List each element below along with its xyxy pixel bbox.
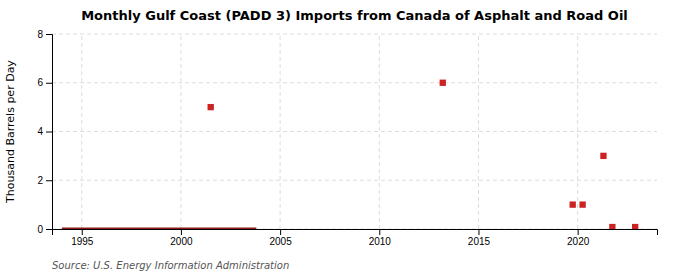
x-axis: 1995 2000 2005 2010 2015 2020 bbox=[53, 229, 658, 247]
title: Monthly Gulf Coast (PADD 3) Imports from… bbox=[81, 8, 628, 23]
tick-label: 1995 bbox=[71, 236, 94, 247]
tick: 2 bbox=[37, 175, 52, 186]
tick: 2010 bbox=[369, 229, 392, 247]
grid-line-y bbox=[52, 131, 657, 132]
tick: 4 bbox=[37, 126, 52, 137]
tick: 6 bbox=[37, 77, 52, 88]
tick: 2015 bbox=[468, 229, 491, 247]
tick-label: 2020 bbox=[567, 236, 590, 247]
tick-mark bbox=[379, 229, 380, 235]
tick: 2000 bbox=[170, 229, 193, 247]
tick-label: 8 bbox=[37, 29, 43, 40]
tick-label: 2005 bbox=[269, 236, 292, 247]
tick-label: 6 bbox=[37, 77, 43, 88]
point bbox=[570, 201, 576, 207]
tick-mark bbox=[578, 229, 579, 235]
axis-line bbox=[53, 230, 658, 236]
line bbox=[62, 228, 256, 230]
tick-mark bbox=[478, 229, 479, 235]
grid-line-x bbox=[478, 34, 479, 229]
tick-mark bbox=[82, 229, 83, 235]
grid-line-y bbox=[52, 34, 657, 35]
grid bbox=[52, 34, 657, 229]
y-axis: 0 2 4 6 8 bbox=[37, 29, 52, 235]
point bbox=[579, 201, 585, 207]
tick-mark bbox=[46, 34, 52, 35]
grid-line-y bbox=[52, 180, 657, 181]
tick-mark bbox=[46, 180, 52, 181]
tick-mark bbox=[280, 229, 281, 235]
tick: 0 bbox=[37, 224, 52, 235]
tick-label: 0 bbox=[37, 224, 43, 235]
grid-line-x bbox=[379, 34, 380, 229]
tick: 8 bbox=[37, 29, 52, 40]
grid-line-y bbox=[52, 82, 657, 83]
point bbox=[600, 153, 606, 159]
tick-label: 2 bbox=[37, 175, 43, 186]
chart-container: 1995 2000 2005 2010 2015 2020 0 2 4 6 8 Monthly Gul… bbox=[0, 0, 675, 275]
tick-label: 2000 bbox=[170, 236, 193, 247]
point bbox=[208, 104, 214, 110]
point bbox=[609, 224, 615, 229]
tick: 2020 bbox=[567, 229, 590, 247]
tick: 1995 bbox=[71, 229, 94, 247]
point bbox=[440, 80, 446, 86]
annotation: Source: U.S. Energy Information Administ… bbox=[52, 260, 289, 271]
plot-area bbox=[62, 80, 638, 229]
tick-label: 2015 bbox=[468, 236, 491, 247]
tick-mark bbox=[46, 132, 52, 133]
tick-label: 4 bbox=[37, 126, 43, 137]
tick-label: 2010 bbox=[369, 236, 392, 247]
axis-line bbox=[46, 35, 53, 230]
tick-mark bbox=[46, 229, 52, 230]
chart-svg: 1995 2000 2005 2010 2015 2020 0 2 4 6 8 Monthly Gul… bbox=[0, 0, 675, 275]
tick: 2005 bbox=[269, 229, 292, 247]
tick-mark bbox=[181, 229, 182, 235]
point bbox=[632, 224, 638, 229]
y-axis-label: Thousand Barrels per Day bbox=[4, 60, 17, 204]
tick-mark bbox=[46, 83, 52, 84]
